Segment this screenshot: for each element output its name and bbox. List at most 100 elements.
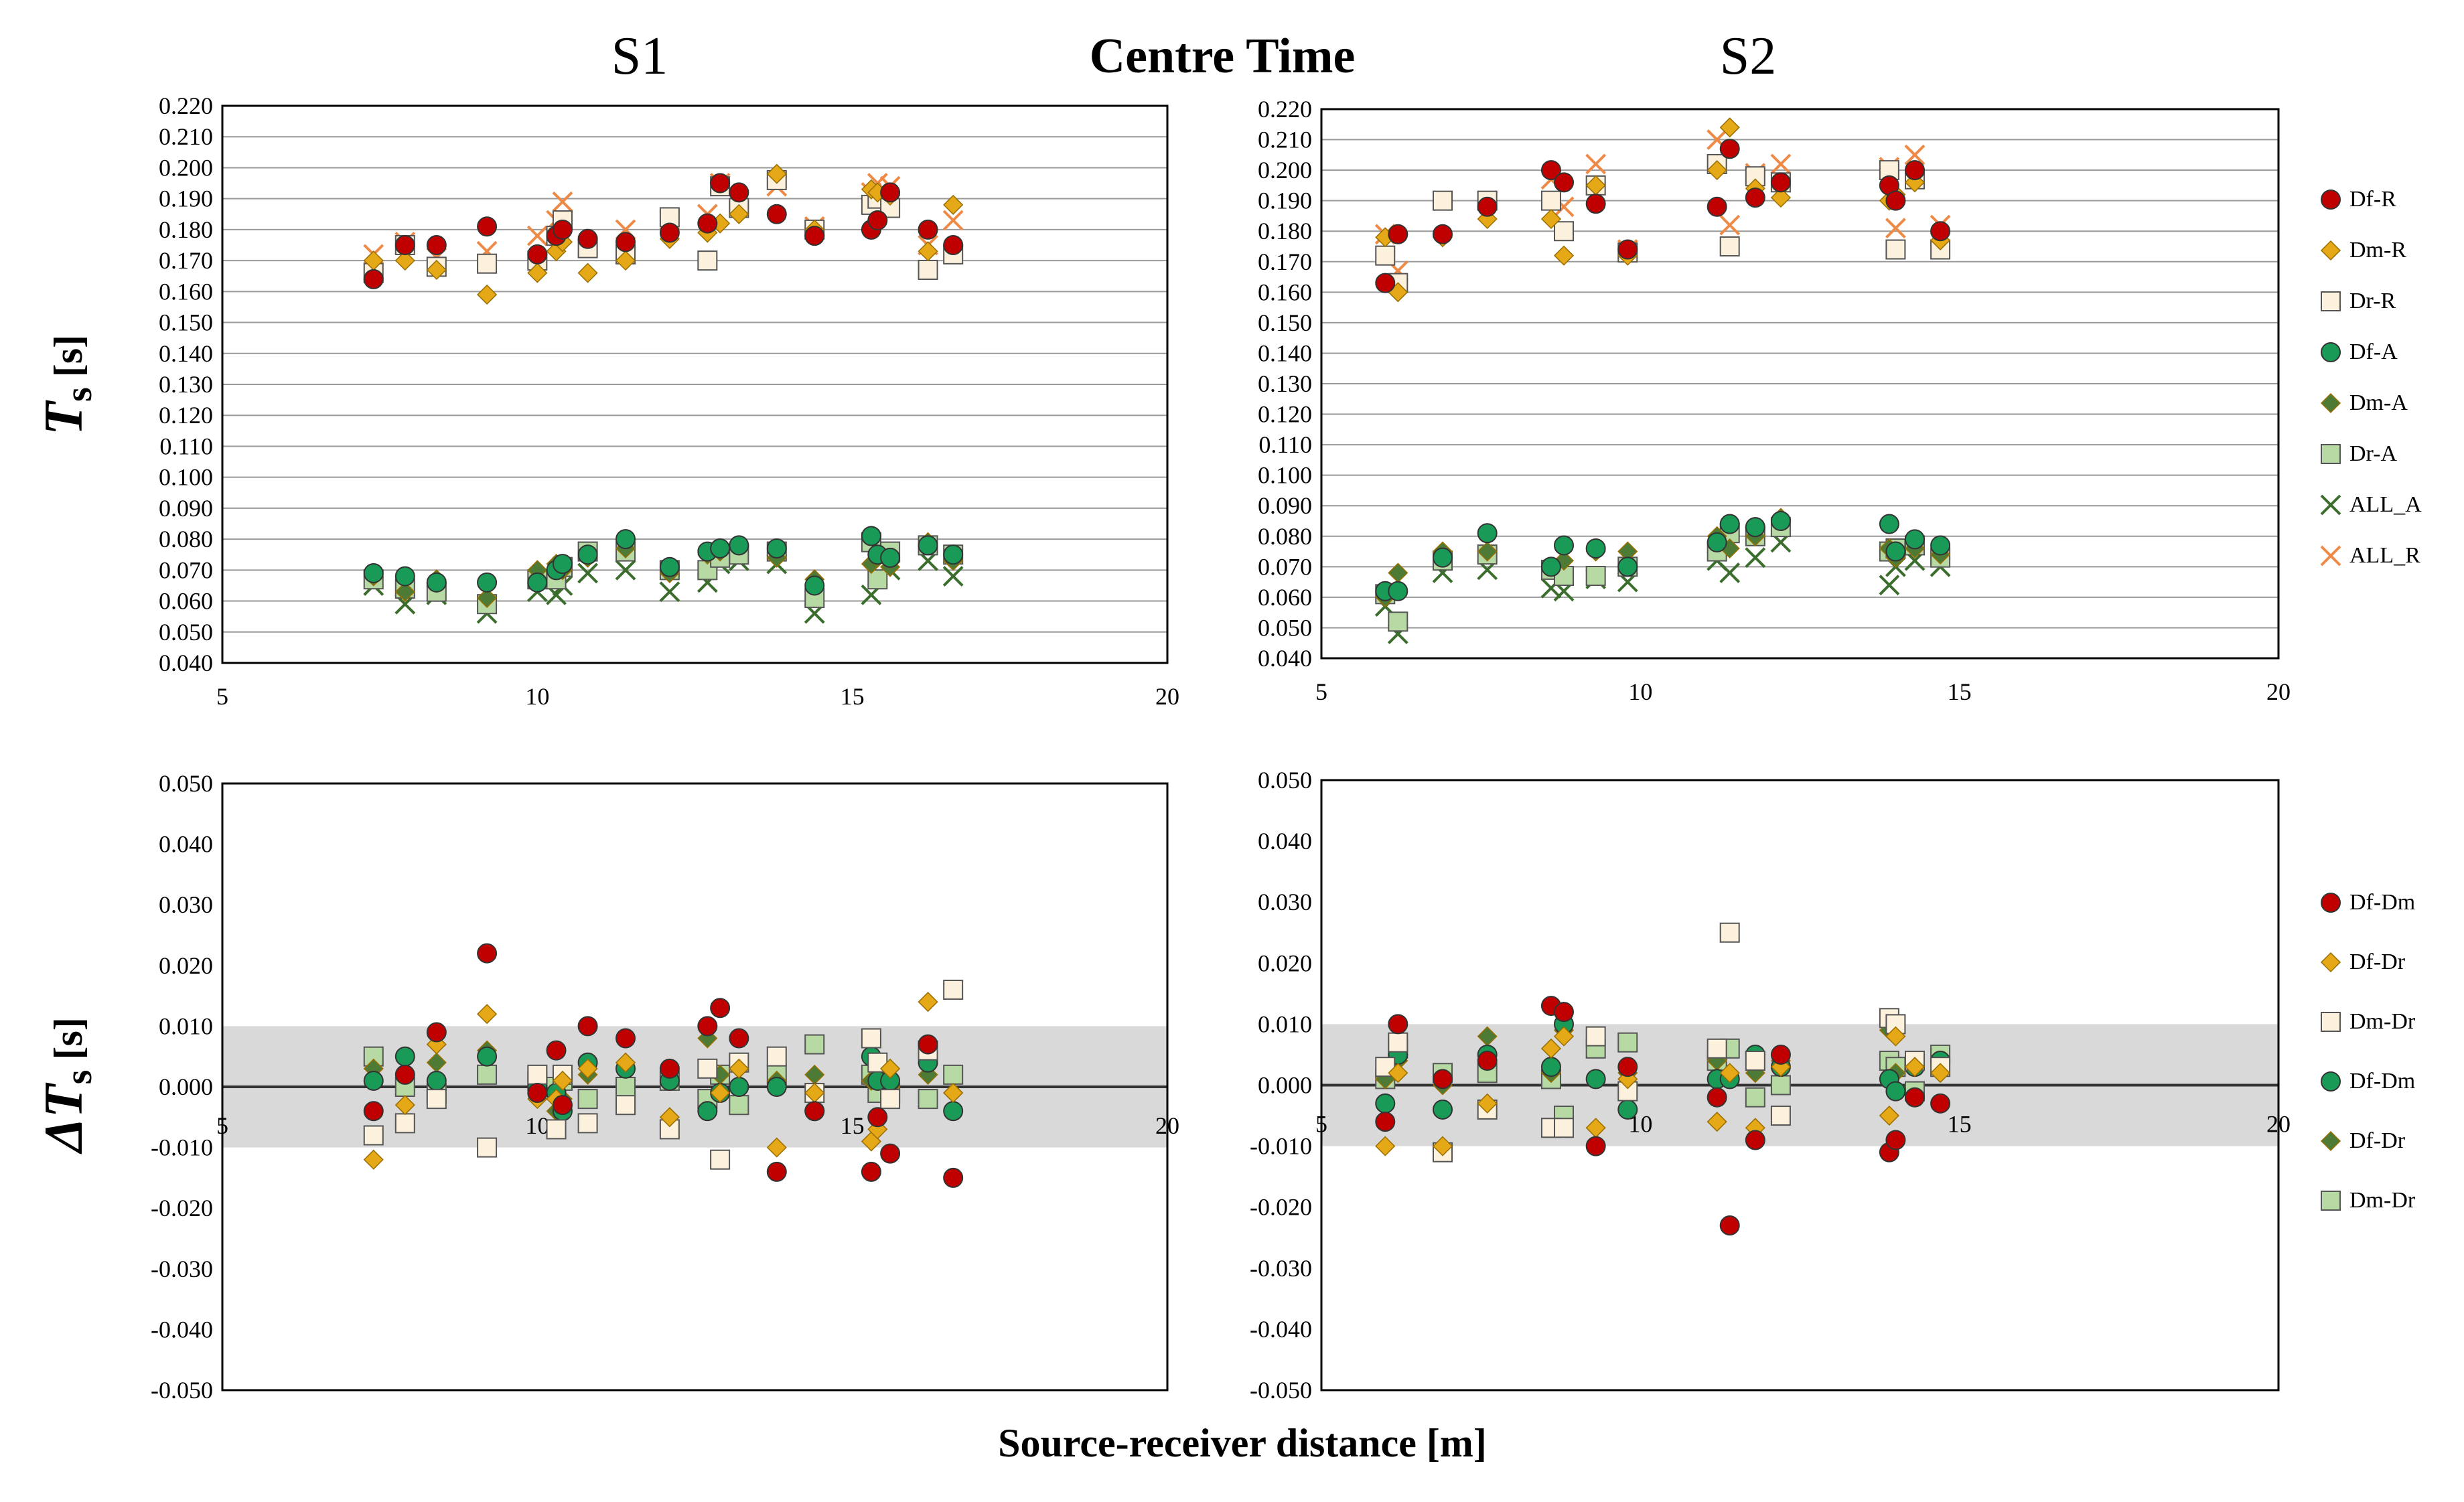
- data-point: [1540, 1057, 1561, 1077]
- data-point: [1930, 535, 1951, 556]
- data-point: [659, 1119, 680, 1140]
- data-point: [659, 1107, 680, 1128]
- data-point: [1707, 1038, 1727, 1059]
- legend-top: Df-R Dm-R Dr-R Df-A Dm-A Dr-A ALL_A ALL_R: [2320, 187, 2422, 568]
- y-tick-label: 0.010: [159, 1012, 213, 1039]
- data-point: [1904, 144, 1926, 165]
- data-point: [697, 250, 718, 271]
- series-Df-A: [1375, 511, 1951, 601]
- y-tick-label: 0.050: [1258, 767, 1312, 794]
- data-point: [918, 241, 938, 262]
- data-point: [942, 210, 964, 231]
- y-tick-label: 0.040: [159, 831, 213, 858]
- data-point: [1554, 535, 1575, 556]
- y-tick-label: -0.030: [151, 1256, 213, 1282]
- data-point: [363, 562, 384, 583]
- data-point: [426, 1070, 447, 1091]
- data-point: [766, 1077, 787, 1097]
- data-point: [577, 562, 599, 584]
- legend-label: Df-R: [2349, 187, 2396, 212]
- data-point: [477, 1064, 498, 1085]
- y-tick-label: 0.190: [1258, 187, 1312, 214]
- data-point: [1885, 1026, 1906, 1047]
- x-tick-label: 15: [841, 1112, 865, 1139]
- y-tick-label: 0.110: [1258, 431, 1312, 458]
- data-point: [1770, 153, 1792, 175]
- y-tick-label: 0.200: [1258, 157, 1312, 183]
- y-tick-label: 0.020: [159, 952, 213, 979]
- data-point: [1885, 1130, 1906, 1150]
- data-point: [1719, 139, 1740, 159]
- data-point: [880, 547, 901, 568]
- series-ALL_A: [1374, 532, 1951, 644]
- data-point: [1433, 190, 1453, 211]
- y-tick-label: 0.180: [159, 216, 213, 243]
- y-tick-label: 0.000: [159, 1073, 213, 1100]
- data-point: [1477, 541, 1498, 562]
- data-point: [1554, 1002, 1575, 1023]
- panel-S2-bottom: -0.050 -0.040 -0.030 -0.020 -0.010 0.000 0.010…: [1250, 767, 2291, 1404]
- legend-label: ALL_R: [2349, 543, 2420, 568]
- legend-label: Dm-Dr: [2349, 1188, 2416, 1213]
- x-tick-label: 10: [525, 683, 549, 710]
- data-point: [363, 1149, 384, 1170]
- data-point: [615, 1028, 636, 1049]
- data-point: [1375, 273, 1396, 293]
- data-point: [1540, 556, 1561, 577]
- y-tick-label: 0.140: [159, 340, 213, 367]
- legend-marker: [2321, 893, 2341, 913]
- y-tick-label: 0.080: [159, 526, 213, 552]
- data-point: [615, 559, 636, 581]
- legend-marker: [2321, 1012, 2341, 1032]
- data-point: [1707, 1087, 1727, 1108]
- data-point: [880, 1058, 901, 1079]
- data-point: [527, 244, 548, 265]
- data-point: [1745, 517, 1765, 538]
- data-point: [1770, 1075, 1791, 1096]
- data-point: [1477, 1093, 1498, 1114]
- legend-marker: [2320, 545, 2341, 567]
- top-y-axis-label: Ts [s]: [33, 335, 100, 435]
- data-point: [766, 163, 787, 184]
- data-point: [394, 566, 415, 587]
- y-tick-label: 0.130: [159, 371, 213, 398]
- x-tick-label: 15: [1948, 1111, 1972, 1138]
- data-point: [1375, 1136, 1396, 1156]
- panel-S1-top: 0.040 0.050 0.060 0.070 0.080 0.090 0.100 0.110…: [159, 92, 1179, 710]
- data-point: [577, 228, 598, 249]
- data-point: [659, 581, 680, 603]
- data-point: [577, 544, 598, 565]
- series-Df-Dm: [1375, 996, 1951, 1236]
- y-tick-label: 0.210: [159, 123, 213, 150]
- data-point: [861, 1028, 881, 1049]
- y-tick-label: 0.210: [1258, 127, 1312, 153]
- data-point: [1585, 1026, 1606, 1047]
- legend-marker: [2320, 494, 2341, 516]
- data-point: [729, 535, 749, 556]
- x-axis-label: Source-receiver distance [m]: [998, 1421, 1487, 1465]
- data-point: [766, 1137, 787, 1158]
- data-point: [363, 1101, 384, 1122]
- y-tick-label: 0.060: [1258, 584, 1312, 611]
- legend-marker: [2320, 240, 2341, 261]
- y-tick-label: 0.160: [159, 278, 213, 305]
- y-tick-label: 0.150: [1258, 309, 1312, 336]
- data-point: [659, 1058, 680, 1079]
- y-tick-label: -0.050: [1250, 1377, 1312, 1404]
- data-point: [918, 535, 938, 556]
- y-tick-label: -0.040: [151, 1316, 213, 1343]
- legend-label: Df-Dm: [2349, 890, 2415, 915]
- series-Dr-R: [1375, 154, 1951, 293]
- data-point: [918, 259, 938, 280]
- data-point: [477, 216, 498, 237]
- data-point: [552, 1070, 573, 1092]
- y-tick-label: 0.220: [1258, 96, 1312, 123]
- panel-S2-top: 0.040 0.050 0.060 0.070 0.080 0.090 0.100 0.110…: [1258, 96, 2291, 705]
- data-point: [1707, 532, 1727, 552]
- data-point: [1885, 218, 1906, 239]
- data-point: [1770, 187, 1791, 208]
- data-point: [615, 232, 636, 252]
- y-tick-label: 0.090: [159, 495, 213, 522]
- data-point: [710, 998, 731, 1019]
